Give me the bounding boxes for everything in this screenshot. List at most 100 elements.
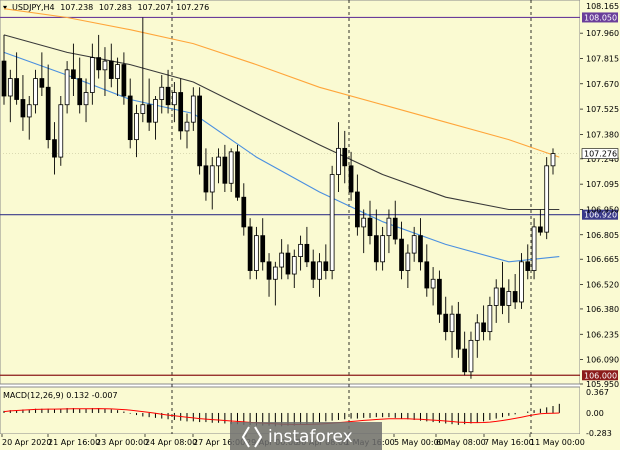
candle-body xyxy=(77,78,83,106)
candle-body xyxy=(519,261,524,303)
level-tag-label-0: 108.050 xyxy=(584,13,617,22)
vertical-grid xyxy=(171,0,532,434)
candle-body xyxy=(20,99,26,118)
candle xyxy=(203,148,209,201)
candle xyxy=(260,218,266,271)
candle xyxy=(342,130,348,184)
candle xyxy=(52,122,57,175)
candle-body xyxy=(373,235,379,263)
candle xyxy=(462,331,468,376)
candle xyxy=(71,43,76,96)
candle xyxy=(380,226,385,271)
candle xyxy=(64,61,70,114)
candle xyxy=(121,52,127,105)
candle-body xyxy=(146,104,152,123)
candle-body xyxy=(52,139,57,158)
candle xyxy=(424,244,430,297)
candle-body xyxy=(45,86,51,141)
candle xyxy=(247,218,253,280)
candle-body xyxy=(172,92,177,106)
candle-body xyxy=(336,147,341,175)
candle-body xyxy=(399,238,404,271)
candle-body xyxy=(430,278,436,289)
symbol-header: USDJPY,H4 107.238 107.283 107.207 107.27… xyxy=(12,3,209,12)
macd-tick-label-1: 0.00 xyxy=(586,409,604,418)
candle-body xyxy=(127,95,133,141)
candle xyxy=(298,235,303,271)
candle xyxy=(153,96,158,140)
candle xyxy=(272,261,278,306)
candle-body xyxy=(216,156,221,167)
candle xyxy=(165,69,171,114)
candle-body xyxy=(7,78,13,97)
candle xyxy=(405,244,411,288)
time-tick-label-10: 7 May 16:00 xyxy=(484,438,534,447)
candle-body xyxy=(411,235,417,254)
candle-body xyxy=(184,121,190,132)
candle-body xyxy=(1,60,7,97)
price-tick-label-9: 106.950 xyxy=(586,205,619,214)
time-tick-label-0: 20 Apr 2020 xyxy=(2,438,51,447)
candle xyxy=(77,57,83,114)
candle xyxy=(481,305,486,341)
candle-body xyxy=(235,151,240,198)
price-tick-label-13: 106.520 xyxy=(586,281,619,290)
symbol-label: USDJPY,H4 xyxy=(12,3,55,12)
candle xyxy=(437,270,442,323)
candle xyxy=(455,301,461,358)
candle xyxy=(228,148,234,192)
time-tick-label-1: 21 Apr 16:00 xyxy=(48,438,100,447)
candle-body xyxy=(14,78,19,100)
candle-body xyxy=(481,322,486,333)
candle-body xyxy=(418,235,423,263)
candle-body xyxy=(203,165,209,193)
candle-body xyxy=(512,291,518,303)
candle-body xyxy=(71,69,76,79)
candle xyxy=(20,75,26,131)
candle xyxy=(367,200,373,245)
candle-body xyxy=(178,92,184,132)
chart-dropdown-icon[interactable]: ▾ xyxy=(3,3,7,12)
candle-body xyxy=(437,278,442,315)
candle-body xyxy=(140,104,146,114)
candle xyxy=(373,209,379,271)
candle-body xyxy=(304,243,310,263)
level-tag-0 xyxy=(582,12,618,23)
candle xyxy=(279,239,285,280)
candle xyxy=(216,148,221,184)
candle xyxy=(140,17,146,123)
candle-body xyxy=(298,243,303,257)
candle xyxy=(348,151,354,201)
candle xyxy=(83,78,89,123)
candle xyxy=(209,157,215,210)
candle-body xyxy=(506,291,512,306)
candle-body xyxy=(26,104,32,118)
candle-body xyxy=(317,261,322,280)
macd-tick-label-2: -0.283 xyxy=(586,429,612,438)
candle xyxy=(33,69,38,114)
candle xyxy=(235,144,240,201)
candle-body xyxy=(247,226,253,271)
horizontal-levels xyxy=(0,16,580,376)
candle-body xyxy=(266,261,272,280)
candle-body xyxy=(58,104,64,158)
candle xyxy=(178,78,184,140)
candle-body xyxy=(33,78,38,106)
candle xyxy=(102,47,108,96)
candle xyxy=(190,87,196,131)
candle xyxy=(254,226,259,280)
moving-average-2 xyxy=(3,51,560,263)
candle xyxy=(89,43,95,105)
candle xyxy=(474,314,480,358)
candle-body xyxy=(493,287,499,306)
candle-body xyxy=(209,165,215,193)
candle xyxy=(45,64,51,149)
candle-body xyxy=(462,348,468,373)
level-tag-label-2: 106.000 xyxy=(584,371,617,380)
candle xyxy=(146,78,152,131)
candle xyxy=(386,209,392,254)
candle xyxy=(544,157,550,240)
level-tag-label-1: 106.920 xyxy=(584,211,617,220)
candle-body xyxy=(367,217,373,237)
candle-body xyxy=(153,99,158,123)
